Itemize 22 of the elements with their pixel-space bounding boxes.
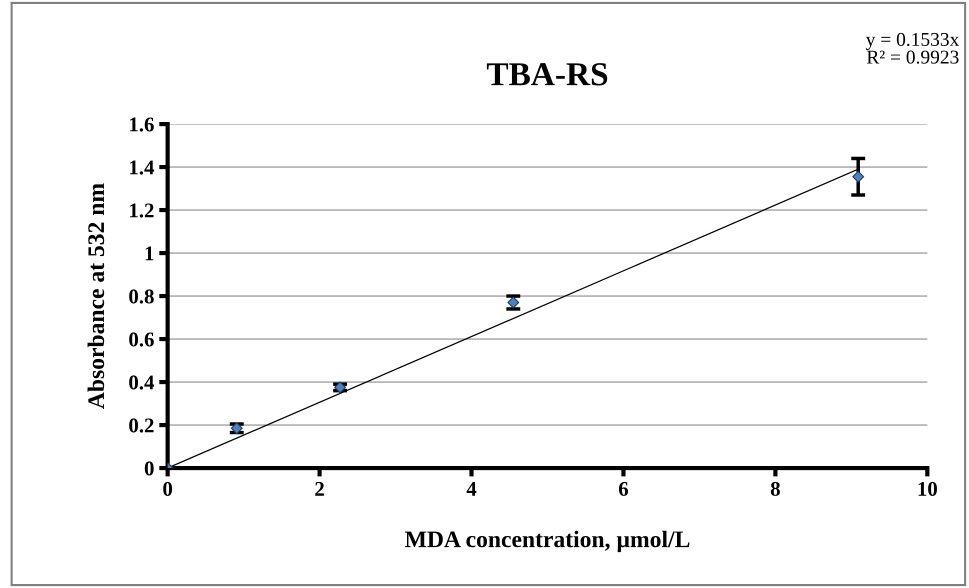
y-tick-label: 0 <box>144 461 154 476</box>
y-tick-label: 0.2 <box>129 418 154 433</box>
x-tick-label: 6 <box>618 482 628 496</box>
y-axis-title: Absorbance at 532 nm <box>88 183 104 409</box>
y-tick-label: 1 <box>146 246 154 260</box>
x-tick-label: 2 <box>315 482 324 496</box>
chart-title: TBA-RS <box>486 63 608 86</box>
x-tick-label: 10 <box>918 482 937 496</box>
y-tick-label: 0.6 <box>129 332 154 347</box>
y-tick-label: 0.4 <box>129 375 154 390</box>
x-tick-label: 0 <box>163 482 172 496</box>
text: y = 0.1533x <box>866 32 960 50</box>
x-tick-label: 8 <box>770 482 780 496</box>
point <box>507 296 520 308</box>
y-tick-label: 1.6 <box>130 118 154 132</box>
x-tick-label: 4 <box>466 482 476 496</box>
y-tick-label: 1.2 <box>130 203 154 218</box>
point <box>852 170 864 183</box>
x-axis-title: MDA concentration, µmol/L <box>405 530 690 552</box>
y-tick-label: 0.8 <box>129 289 154 304</box>
y-tick-label: 1.4 <box>130 160 154 175</box>
text: R² = 0.9923 <box>866 50 959 64</box>
